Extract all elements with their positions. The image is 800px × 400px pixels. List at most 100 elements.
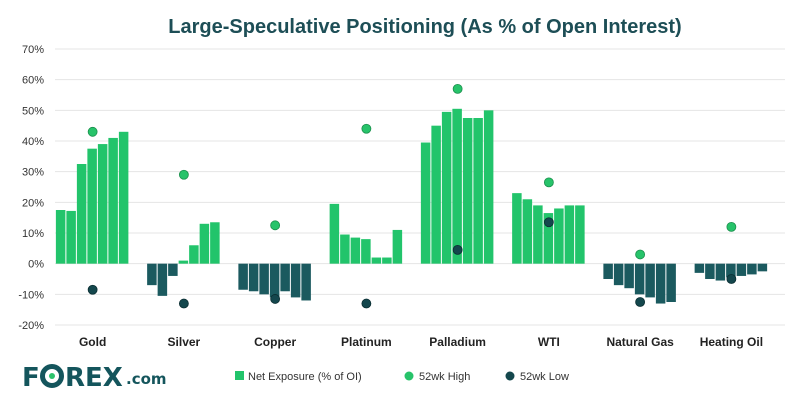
marker-52wk-low-gold (87, 284, 98, 295)
bar-heating-oil-4 (726, 263, 736, 278)
x-tick-label: Palladium (429, 335, 486, 349)
y-tick-label: 60% (22, 75, 44, 87)
legend-52wk-high-label: 52wk High (419, 371, 470, 383)
marker-52wk-low-palladium (452, 244, 463, 255)
bar-copper-6 (290, 263, 301, 298)
marker-52wk-high-wti (543, 177, 554, 188)
y-tick-label: -20% (18, 320, 44, 332)
marker-52wk-low-natural-gas (635, 297, 646, 307)
bar-copper-2 (248, 263, 259, 292)
gridlines (55, 48, 785, 326)
y-tick-label: 50% (22, 105, 44, 117)
bar-copper-4 (269, 263, 280, 298)
legend-52wk-high-swatch (404, 371, 414, 381)
marker-52wk-high-silver (178, 169, 189, 180)
bar-palladium-1 (420, 142, 431, 264)
bar-gold-7 (118, 131, 129, 264)
bar-wti-2 (522, 199, 533, 264)
y-tick-label: 10% (22, 228, 44, 240)
x-axis-labels: Gold Silver Copper Platinum Palladium WTI Natu… (79, 335, 763, 349)
forex-logo: F REX .com (22, 363, 167, 393)
bar-wti-4 (543, 213, 554, 264)
bar-wti-7 (575, 205, 585, 264)
bar-palladium-7 (483, 110, 494, 264)
x-tick-label: Silver (168, 335, 201, 349)
bar-platinum-2 (340, 234, 350, 264)
y-tick-label: 30% (22, 167, 44, 179)
marker-52wk-high-palladium (452, 83, 463, 94)
bar-wti-3 (533, 205, 543, 264)
logo-o-center (49, 373, 55, 379)
bar-wti-6 (564, 205, 575, 264)
logo-domain: .com (126, 370, 167, 388)
marker-52wk-low-heating-oil (726, 274, 737, 284)
bar-palladium-5 (462, 118, 473, 264)
y-tick-label: -10% (18, 289, 44, 301)
bar-gold-4 (87, 148, 97, 264)
marker-52wk-low-copper (270, 294, 281, 304)
logo-o-icon (40, 364, 64, 388)
bar-silver-2 (157, 263, 168, 296)
marker-52wk-high-heating-oil (726, 221, 737, 232)
bar-silver-1 (147, 263, 157, 286)
marker-52wk-high-copper (270, 220, 281, 231)
bar-natural-gas-7 (666, 263, 676, 302)
bar-natural-gas-2 (613, 263, 624, 286)
y-tick-label: 0% (28, 259, 44, 271)
y-axis-ticks: 70% 60% 50% 40% 30% 20% 10% 0% -10% -20% (18, 44, 44, 332)
bar-palladium-2 (431, 125, 441, 264)
bar-copper-5 (280, 263, 290, 292)
x-tick-label: Gold (79, 335, 106, 349)
legend: Net Exposure (% of OI) 52wk High 52wk Lo… (235, 371, 569, 383)
logo-prefix: F (22, 363, 40, 393)
bar-silver-5 (189, 245, 199, 264)
bar-platinum-1 (329, 203, 340, 264)
bar-gold-1 (55, 210, 66, 264)
y-tick-label: 40% (22, 136, 44, 148)
bar-natural-gas-3 (624, 263, 634, 289)
bar-palladium-3 (441, 111, 452, 264)
bar-platinum-3 (350, 237, 361, 264)
x-tick-label: Platinum (341, 335, 392, 349)
bar-heating-oil-1 (694, 263, 705, 273)
bar-copper-7 (301, 263, 311, 301)
bar-silver-7 (210, 222, 220, 264)
bar-gold-5 (97, 144, 108, 264)
bar-heating-oil-5 (736, 263, 747, 276)
x-tick-label: Heating Oil (700, 335, 763, 349)
marker-52wk-low-silver (178, 298, 189, 309)
bar-wti-5 (554, 208, 564, 264)
bar-wti-1 (512, 193, 522, 264)
y-tick-label: 20% (22, 197, 44, 209)
bar-palladium-6 (473, 118, 483, 264)
marker-52wk-high-platinum (361, 123, 372, 134)
bar-heating-oil-3 (715, 263, 726, 281)
legend-net-exposure-label: Net Exposure (% of OI) (248, 371, 362, 383)
legend-52wk-low-label: 52wk Low (520, 371, 569, 383)
bar-copper-3 (259, 263, 269, 295)
bar-natural-gas-4 (634, 263, 645, 295)
bar-natural-gas-1 (603, 263, 613, 279)
bar-platinum-5 (371, 257, 382, 264)
marker-52wk-low-wti (543, 217, 554, 228)
markers (87, 83, 737, 309)
bar-natural-gas-5 (645, 263, 655, 298)
y-tick-label: 70% (22, 44, 44, 56)
bar-platinum-6 (382, 257, 392, 264)
bar-gold-3 (76, 164, 87, 264)
bar-copper-1 (238, 263, 248, 290)
logo-suffix: REX (65, 363, 123, 393)
bar-heating-oil-6 (747, 263, 757, 275)
chart-title: Large-Speculative Positioning (As % of O… (168, 16, 681, 38)
bar-platinum-4 (361, 239, 371, 264)
x-tick-label: Natural Gas (606, 335, 674, 349)
marker-52wk-high-natural-gas (635, 249, 646, 260)
x-tick-label: WTI (538, 335, 560, 349)
bar-gold-6 (108, 137, 118, 264)
bar-silver-6 (199, 223, 210, 264)
legend-net-exposure-swatch (235, 371, 244, 380)
bars (55, 108, 768, 304)
marker-52wk-low-platinum (361, 298, 372, 309)
bar-heating-oil-2 (705, 263, 715, 279)
